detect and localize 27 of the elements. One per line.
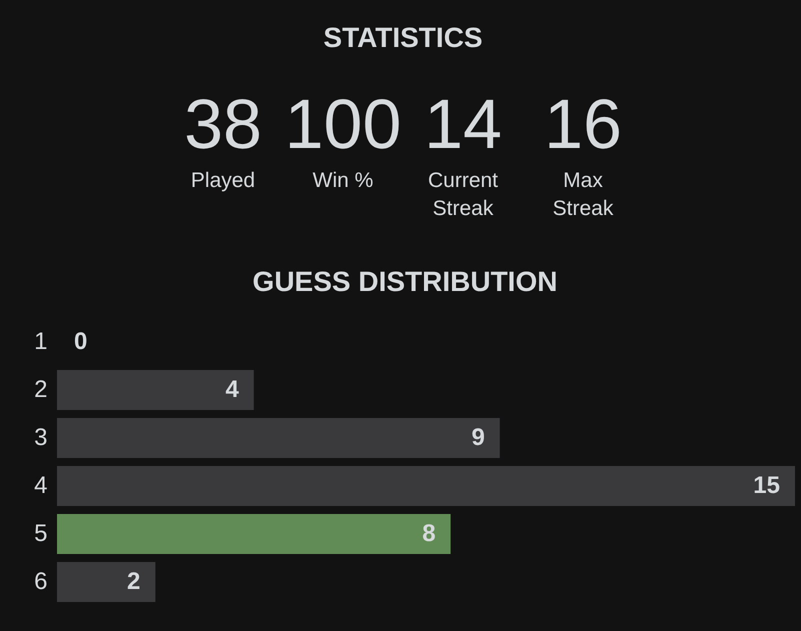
category-label: Played xyxy=(190,169,256,192)
data-label: 2 xyxy=(127,568,140,595)
data-label: 9 xyxy=(471,424,485,451)
bar xyxy=(57,514,451,554)
category-label: Max Streak xyxy=(552,169,614,220)
chart-title: GUESS DISTRIBUTION xyxy=(252,266,558,297)
bar xyxy=(57,562,156,602)
category-label: Current Streak xyxy=(428,169,498,220)
y-tick-label: 1 xyxy=(34,328,48,355)
y-tick-label: 2 xyxy=(34,376,48,403)
bar xyxy=(57,466,795,506)
text: STATISTICS xyxy=(323,22,483,53)
data-label: 16 xyxy=(544,85,622,163)
data-label: 4 xyxy=(225,376,240,403)
data-label: 14 xyxy=(424,85,502,163)
data-label: 100 xyxy=(284,85,402,163)
data-label: 15 xyxy=(753,472,780,499)
data-label: 38 xyxy=(184,85,262,163)
y-tick-label: 4 xyxy=(34,472,48,499)
y-tick-label: 6 xyxy=(34,568,48,595)
bar xyxy=(57,370,254,410)
bar xyxy=(57,418,500,458)
y-tick-label: 5 xyxy=(34,520,48,547)
y-tick-label: 3 xyxy=(34,424,48,451)
category-label: Win % xyxy=(312,169,374,192)
data-label: 8 xyxy=(422,520,436,547)
data-label: 0 xyxy=(74,328,88,355)
